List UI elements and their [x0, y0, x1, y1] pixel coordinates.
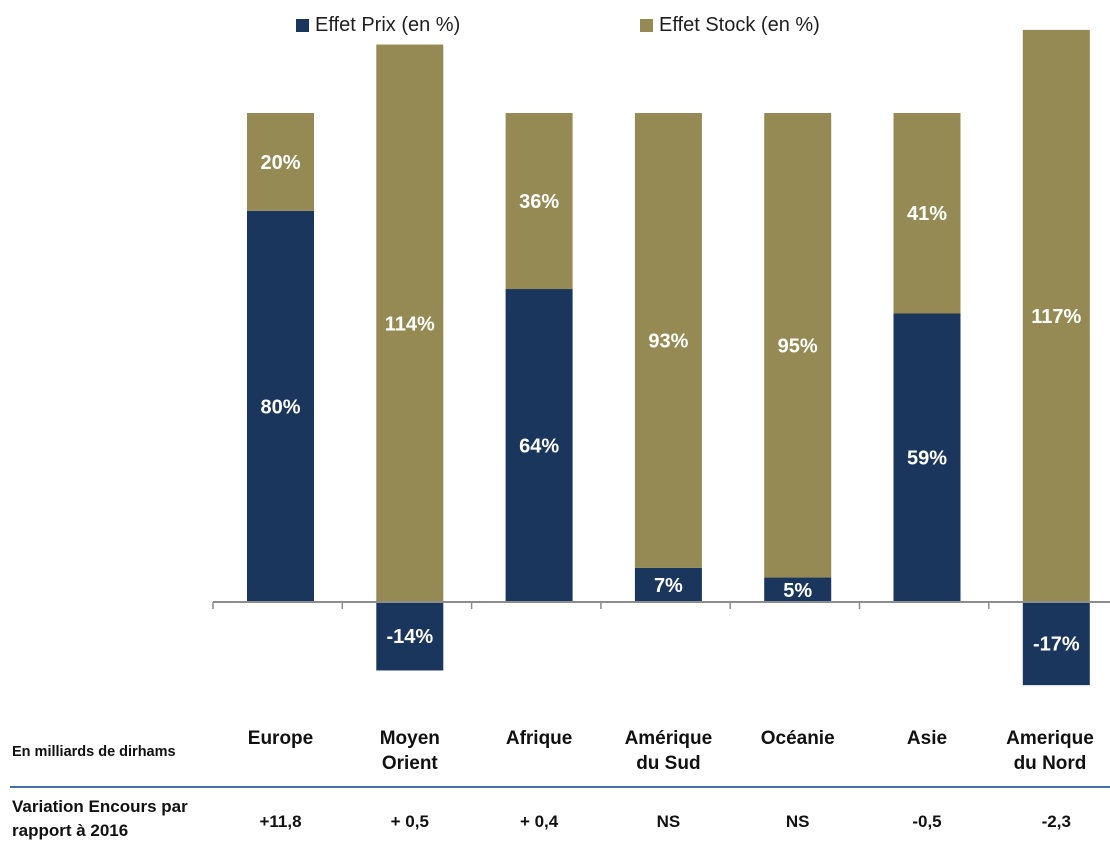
data-label-effet-prix-asie: 59%: [907, 448, 947, 470]
category-label-europe: Europe: [247, 728, 314, 749]
legend-label-effet-prix: Effet Prix (en %): [315, 14, 461, 36]
data-label-effet-prix-afrique: 64%: [519, 436, 559, 458]
data-label-effet-stock-oceanie: 95%: [778, 335, 818, 357]
data-label-effet-stock-asie: 41%: [907, 203, 947, 225]
bar-effet-stock-oceanie: [764, 113, 832, 578]
category-label-amerique-du-sud: Amérique du Sud: [624, 728, 713, 774]
category-label-afrique: Afrique: [505, 728, 573, 749]
bar-effet-prix-amerique-du-nord: [1022, 602, 1090, 686]
data-label-effet-prix-oceanie: 5%: [783, 580, 812, 602]
data-label-effet-prix-europe: 80%: [260, 396, 300, 418]
data-label-effet-prix-moyen-orient: -14%: [386, 626, 433, 648]
variation-value-europe: +11,8: [259, 812, 302, 831]
category-label-oceanie: Océanie: [760, 728, 835, 749]
legend-swatch-effet-stock: [640, 19, 653, 32]
bar-effet-stock-amerique-du-nord: [1022, 29, 1090, 603]
data-label-effet-prix-amerique-du-sud: 7%: [654, 575, 683, 597]
bar-effet-stock-europe: [247, 113, 314, 211]
variation-value-moyen-orient: + 0,5: [390, 812, 429, 831]
bar-effet-prix-moyen-orient: [376, 602, 444, 671]
data-label-effet-stock-europe: 20%: [260, 152, 300, 174]
category-label-asie: Asie: [906, 728, 948, 749]
legend: Effet Prix (en %) Effet Stock (en %): [0, 14, 1110, 50]
bar-effet-stock-amerique-du-sud: [634, 113, 702, 568]
legend-swatch-effet-prix: [296, 19, 309, 32]
variation-row-label: Variation Encours par rapport à 2016: [12, 797, 188, 840]
unit-label: En milliards de dirhams: [12, 744, 176, 760]
stacked-bar-chart: 80% 20% -14% 114% 64% 36% 7% 93% 5% 95% 59% 41% -17%…: [212, 29, 1110, 686]
legend-item-effet-prix: Effet Prix (en %): [296, 14, 460, 37]
legend-label-effet-stock: Effet Stock (en %): [659, 14, 820, 36]
bar-effet-stock-moyen-orient: [376, 44, 444, 603]
variation-value-oceanie: NS: [785, 812, 810, 831]
data-label-effet-stock-amerique-du-nord: 117%: [1031, 306, 1081, 328]
bar-effet-stock-afrique: [505, 113, 573, 290]
legend-item-effet-stock: Effet Stock (en %): [640, 14, 820, 37]
bar-effet-prix-afrique: [505, 289, 573, 602]
variation-value-amerique-du-sud: NS: [656, 812, 681, 831]
category-label-moyen-orient: Moyen Orient: [379, 728, 440, 774]
variation-value-amerique-du-nord: -2,3: [1041, 812, 1071, 831]
variation-value-asie: -0,5: [912, 812, 942, 831]
category-label-amerique-du-nord: Amerique du Nord: [1006, 728, 1094, 774]
data-label-effet-stock-afrique: 36%: [519, 191, 559, 213]
bar-effet-prix-amerique-du-sud: [634, 567, 702, 602]
bar-effet-stock-asie: [893, 113, 961, 314]
bar-effet-prix-asie: [893, 313, 961, 602]
bar-effet-prix-europe: [247, 210, 314, 603]
variation-value-afrique: + 0,4: [519, 812, 559, 831]
bar-effet-prix-oceanie: [764, 577, 832, 602]
data-label-effet-stock-moyen-orient: 114%: [385, 313, 435, 335]
table-divider: [10, 786, 1110, 788]
data-label-effet-prix-amerique-du-nord: -17%: [1033, 634, 1080, 656]
data-label-effet-stock-amerique-du-sud: 93%: [648, 330, 688, 352]
